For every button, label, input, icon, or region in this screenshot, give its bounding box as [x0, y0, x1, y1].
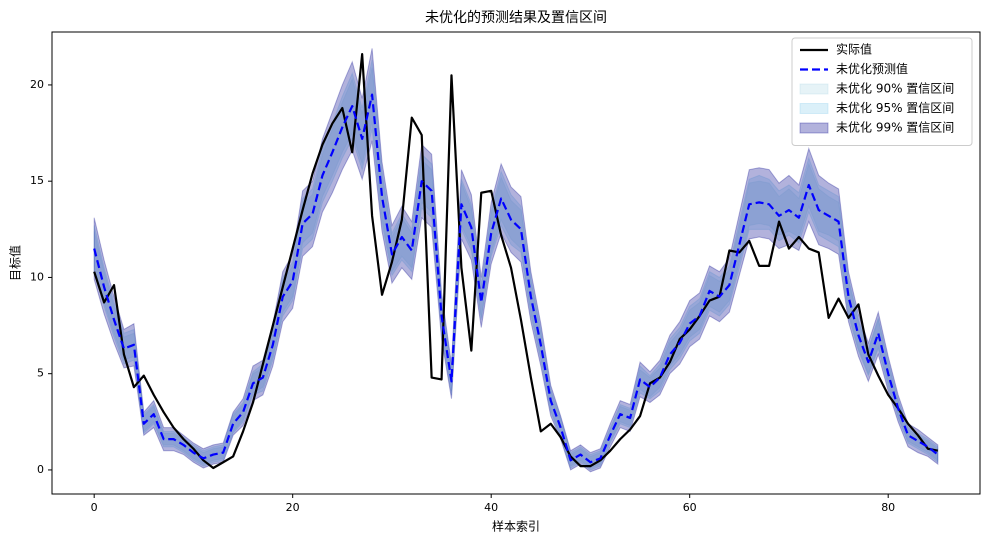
y-tick-label: 10: [30, 270, 44, 283]
legend-label: 未优化 95% 置信区间: [836, 101, 954, 115]
legend-swatch: [799, 122, 829, 134]
legend-label: 未优化 99% 置信区间: [836, 121, 954, 135]
legend-label: 未优化 90% 置信区间: [836, 82, 954, 96]
x-tick-label: 0: [91, 501, 98, 514]
y-tick-label: 15: [30, 174, 44, 187]
legend-swatch: [799, 83, 829, 95]
chart-title: 未优化的预测结果及置信区间: [425, 10, 607, 26]
x-tick-label: 20: [286, 501, 300, 514]
series-line: [93, 53, 939, 470]
legend-box: [791, 37, 973, 146]
confidence-band: [93, 59, 939, 471]
series-line: [93, 93, 939, 464]
legend-label: 实际值: [836, 42, 872, 57]
y-tick-label: 0: [37, 463, 44, 476]
y-tick-label: 5: [37, 367, 44, 380]
plot-area: [93, 48, 939, 473]
legend-swatch: [799, 103, 829, 114]
legend-label: 未优化预测值: [836, 61, 908, 76]
y-axis-label: 目标值: [8, 245, 23, 281]
x-tick-label: 80: [881, 501, 895, 514]
confidence-band: [93, 67, 939, 469]
axes-frame: [51, 31, 981, 495]
x-tick-label: 60: [683, 501, 697, 514]
x-axis-label: 样本索引: [492, 519, 540, 534]
y-tick-label: 20: [30, 78, 44, 91]
x-tick-label: 40: [484, 501, 498, 514]
